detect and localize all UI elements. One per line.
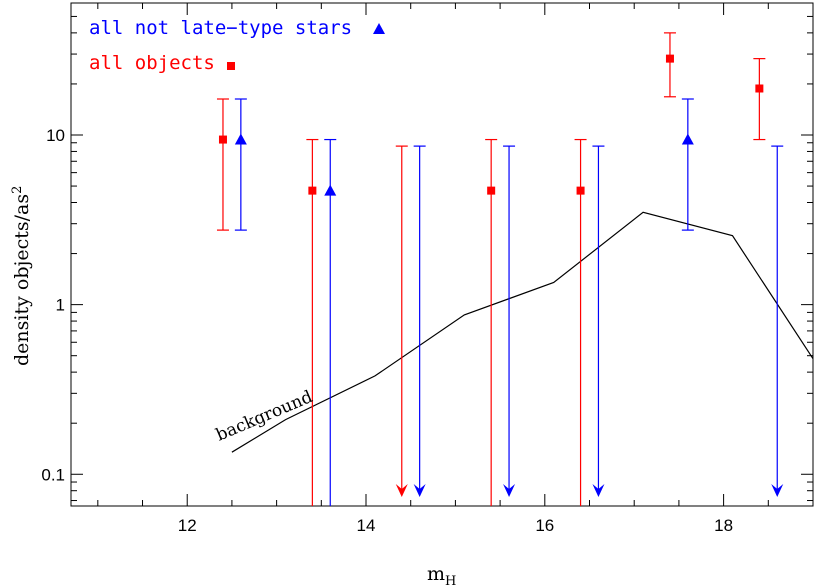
data-series — [216, 32, 784, 506]
x-axis-title-subscript: H — [445, 574, 456, 587]
y-tick-label: 0.1 — [41, 465, 65, 484]
data-point — [324, 184, 337, 196]
data-point — [681, 133, 694, 145]
legend: all not late−type stars all objects — [89, 17, 385, 74]
x-tick-label: 14 — [357, 516, 376, 535]
legend-marker-triangle — [373, 23, 385, 34]
data-point — [218, 135, 227, 144]
y-axis-title-superscript: 2 — [10, 186, 25, 194]
upper-limit-arrow — [503, 484, 516, 497]
y-tick-label: 1 — [56, 296, 65, 315]
y-tick-label: 10 — [46, 126, 65, 145]
upper-limit-arrow — [413, 484, 426, 497]
data-point — [487, 186, 496, 195]
legend-label-all-objects: all objects — [89, 52, 215, 74]
data-point — [308, 186, 317, 195]
x-axis-title: mH — [427, 563, 456, 587]
data-point — [234, 133, 247, 145]
upper-limit-arrow — [771, 484, 784, 497]
x-tick-label: 16 — [535, 516, 554, 535]
legend-marker-square — [227, 62, 235, 70]
background-line — [231, 211, 814, 453]
axis-ticks: 12 14 16 18 0.1 1 10 — [41, 2, 814, 535]
data-point — [755, 84, 764, 93]
series-not-late-type — [234, 98, 784, 506]
legend-label-not-late-type: all not late−type stars — [89, 17, 352, 39]
x-tick-label: 18 — [714, 516, 733, 535]
y-axis-title: density objects/as2 — [10, 186, 33, 366]
data-point — [576, 186, 585, 195]
series-all-objects — [216, 32, 766, 506]
plot-frame — [70, 2, 814, 507]
upper-limit-arrow — [592, 484, 605, 497]
background-curve — [231, 211, 814, 453]
data-point — [665, 54, 674, 63]
upper-limit-arrow — [395, 484, 408, 497]
background-label: background — [213, 387, 316, 446]
x-tick-label: 12 — [178, 516, 197, 535]
